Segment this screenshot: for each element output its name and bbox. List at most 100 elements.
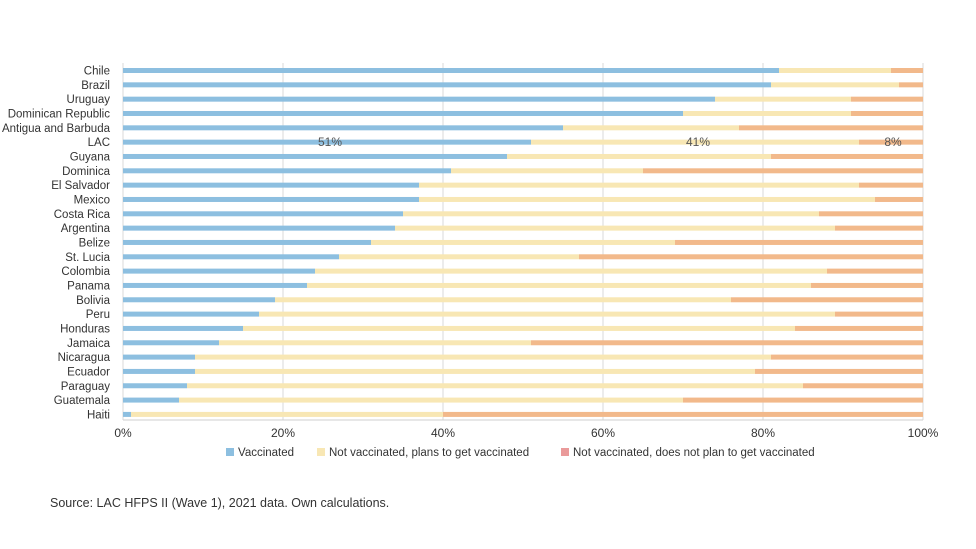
bar-st-lucia-series-0 <box>123 254 339 260</box>
bar-antigua-and-barbuda-series-2 <box>739 125 923 131</box>
bar-brazil-series-2 <box>899 82 923 88</box>
bar-honduras-series-1 <box>243 325 795 331</box>
legend: Vaccinated Not vaccinated, plans to get v… <box>226 447 815 459</box>
x-tick-label: 60% <box>591 426 615 440</box>
bar-dominica-series-2 <box>643 168 923 174</box>
category-label: Uruguay <box>67 94 111 106</box>
bar-belize-series-0 <box>123 239 371 245</box>
bar-paraguay-series-2 <box>803 383 923 389</box>
category-label: Honduras <box>60 323 110 335</box>
bar-costa-rica-series-2 <box>819 211 923 217</box>
bar-bolivia-series-1 <box>275 297 731 303</box>
bar-ecuador-series-2 <box>755 368 923 374</box>
bar-brazil-series-1 <box>771 82 899 88</box>
bar-argentina-series-2 <box>835 225 923 231</box>
legend-swatch <box>561 448 569 456</box>
legend-swatch <box>226 448 234 456</box>
bar-mexico-series-2 <box>875 196 923 202</box>
bar-costa-rica-series-0 <box>123 211 403 217</box>
bar-panama-series-2 <box>811 282 923 288</box>
bar-nicaragua-series-0 <box>123 354 195 360</box>
bar-st-lucia-series-2 <box>579 254 923 260</box>
bar-antigua-and-barbuda-series-1 <box>563 125 739 131</box>
bar-mexico-series-1 <box>419 196 875 202</box>
legend-label: Vaccinated <box>238 447 294 459</box>
x-tick-label: 40% <box>431 426 455 440</box>
bar-haiti-series-0 <box>123 411 131 417</box>
annotations: 51% 41% 8% <box>318 135 902 149</box>
bar-colombia-series-2 <box>827 268 923 274</box>
bar-brazil-series-0 <box>123 82 771 88</box>
category-label: Peru <box>86 309 110 321</box>
bar-dominica-series-0 <box>123 168 451 174</box>
bar-el-salvador-series-1 <box>419 182 859 188</box>
category-label: Chile <box>84 66 110 78</box>
bar-chile-series-2 <box>891 68 923 73</box>
x-tick-label: 100% <box>908 426 939 440</box>
lac-annotation: 41% <box>686 135 710 149</box>
bar-guatemala-series-0 <box>123 397 179 403</box>
bar-nicaragua-series-2 <box>771 354 923 360</box>
bar-lac-series-0 <box>123 139 531 145</box>
bar-peru-series-2 <box>835 311 923 317</box>
bar-uruguay-series-2 <box>851 96 923 102</box>
bar-peru-series-0 <box>123 311 259 317</box>
bar-nicaragua-series-1 <box>195 354 771 360</box>
bar-chile-series-1 <box>779 68 891 73</box>
bar-antigua-and-barbuda-series-0 <box>123 125 563 131</box>
bar-mexico-series-0 <box>123 196 419 202</box>
category-label: Bolivia <box>76 295 110 307</box>
bar-dominican-republic-series-0 <box>123 110 683 116</box>
bar-belize-series-2 <box>675 239 923 245</box>
bar-costa-rica-series-1 <box>403 211 819 217</box>
bar-peru-series-1 <box>259 311 835 317</box>
category-label: Ecuador <box>67 366 110 378</box>
bars-layer <box>123 68 923 417</box>
category-label: Argentina <box>61 223 111 235</box>
category-label: Antigua and Barbuda <box>2 123 111 135</box>
category-label: Haiti <box>87 409 110 421</box>
x-tick-labels: 0% 20% 40% 60% 80% 100% <box>114 426 938 440</box>
bar-bolivia-series-2 <box>731 297 923 303</box>
category-label: Mexico <box>74 194 110 206</box>
bar-paraguay-series-1 <box>187 383 803 389</box>
category-label: Nicaragua <box>58 352 111 364</box>
bar-jamaica-series-2 <box>531 340 923 346</box>
category-label: Brazil <box>81 80 110 92</box>
category-label: Colombia <box>61 266 110 278</box>
bar-lac-series-1 <box>531 139 859 145</box>
legend-label: Not vaccinated, plans to get vaccinated <box>329 447 529 459</box>
bar-panama-series-1 <box>307 282 811 288</box>
bar-lac-series-2 <box>859 139 923 145</box>
x-tick-label: 80% <box>751 426 775 440</box>
bar-honduras-series-0 <box>123 325 243 331</box>
category-labels: Chile Brazil Uruguay Dominican Republic Anti… <box>2 66 111 422</box>
bar-colombia-series-1 <box>315 268 827 274</box>
bar-ecuador-series-1 <box>195 368 755 374</box>
bar-haiti-series-2 <box>443 411 923 417</box>
x-tick-label: 0% <box>114 426 132 440</box>
bar-guyana-series-1 <box>507 153 771 159</box>
bar-paraguay-series-0 <box>123 383 187 389</box>
category-label: Paraguay <box>61 381 110 393</box>
category-label: Dominica <box>62 166 111 178</box>
lac-annotation: 51% <box>318 135 342 149</box>
bar-el-salvador-series-0 <box>123 182 419 188</box>
legend-label: Not vaccinated, does not plan to get vac… <box>573 447 815 459</box>
bar-panama-series-0 <box>123 282 307 288</box>
category-label: LAC <box>88 137 110 149</box>
bar-el-salvador-series-2 <box>859 182 923 188</box>
category-label: Guatemala <box>54 395 111 407</box>
bar-argentina-series-0 <box>123 225 395 231</box>
category-label: Panama <box>67 280 110 292</box>
bar-jamaica-series-1 <box>219 340 531 346</box>
x-tick-label: 20% <box>271 426 295 440</box>
bar-chile-series-0 <box>123 68 779 73</box>
bar-honduras-series-2 <box>795 325 923 331</box>
bar-dominican-republic-series-1 <box>683 110 851 116</box>
bar-bolivia-series-0 <box>123 297 275 303</box>
category-label: Jamaica <box>67 338 110 350</box>
bar-dominica-series-1 <box>451 168 643 174</box>
